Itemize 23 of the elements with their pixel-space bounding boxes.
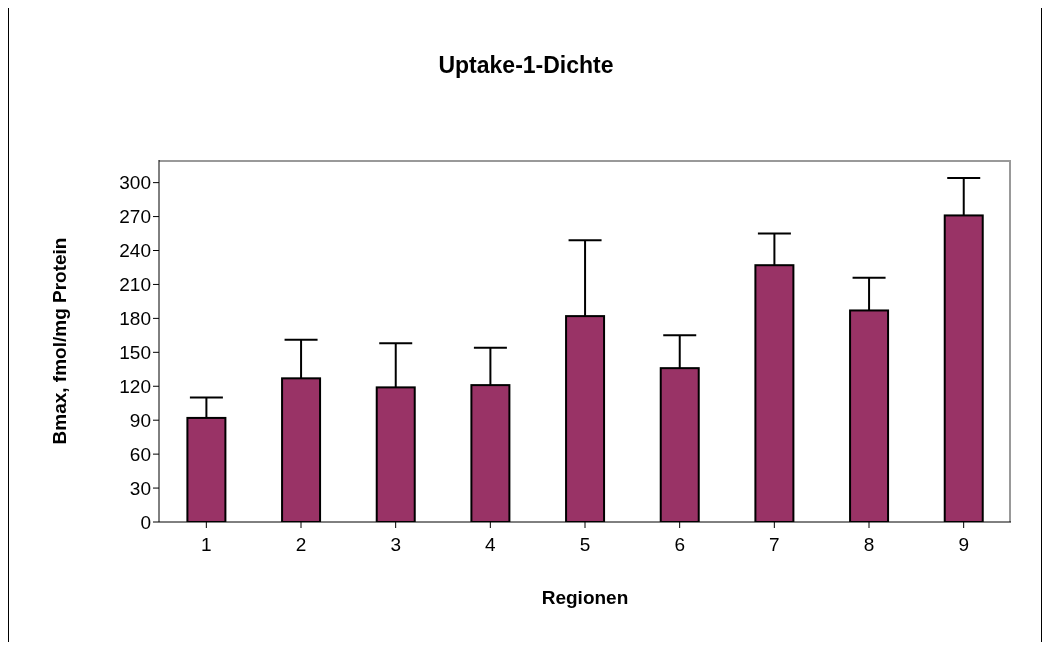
x-tick-label: 9	[958, 534, 969, 556]
y-tick-label: 240	[119, 240, 151, 262]
x-tick-label: 5	[579, 534, 591, 556]
y-tick-label: 150	[119, 342, 151, 364]
y-tick-label: 270	[119, 206, 151, 228]
y-tick-label: 90	[129, 409, 151, 431]
x-tick-label: 4	[485, 534, 497, 556]
x-tick-label: 7	[769, 534, 780, 556]
x-tick-label: 6	[674, 534, 685, 556]
y-tick-label: 0	[140, 511, 151, 533]
y-tick-label: 210	[119, 274, 151, 296]
y-axis-title: Bmax, fmol/mg Protein	[48, 237, 70, 445]
x-tick-label: 1	[201, 534, 212, 556]
x-tick-label: 2	[295, 534, 307, 556]
chart-title: Uptake-1-Dichte	[437, 52, 615, 79]
y-tick-label: 300	[119, 172, 151, 194]
y-tick-label: 180	[119, 308, 151, 330]
x-axis-title: Regionen	[541, 587, 629, 608]
x-tick-label: 3	[390, 534, 401, 556]
y-tick-label: 120	[119, 375, 151, 397]
y-tick-label: 60	[129, 443, 151, 465]
x-tick-label: 8	[863, 534, 875, 556]
y-tick-label: 30	[129, 477, 151, 499]
